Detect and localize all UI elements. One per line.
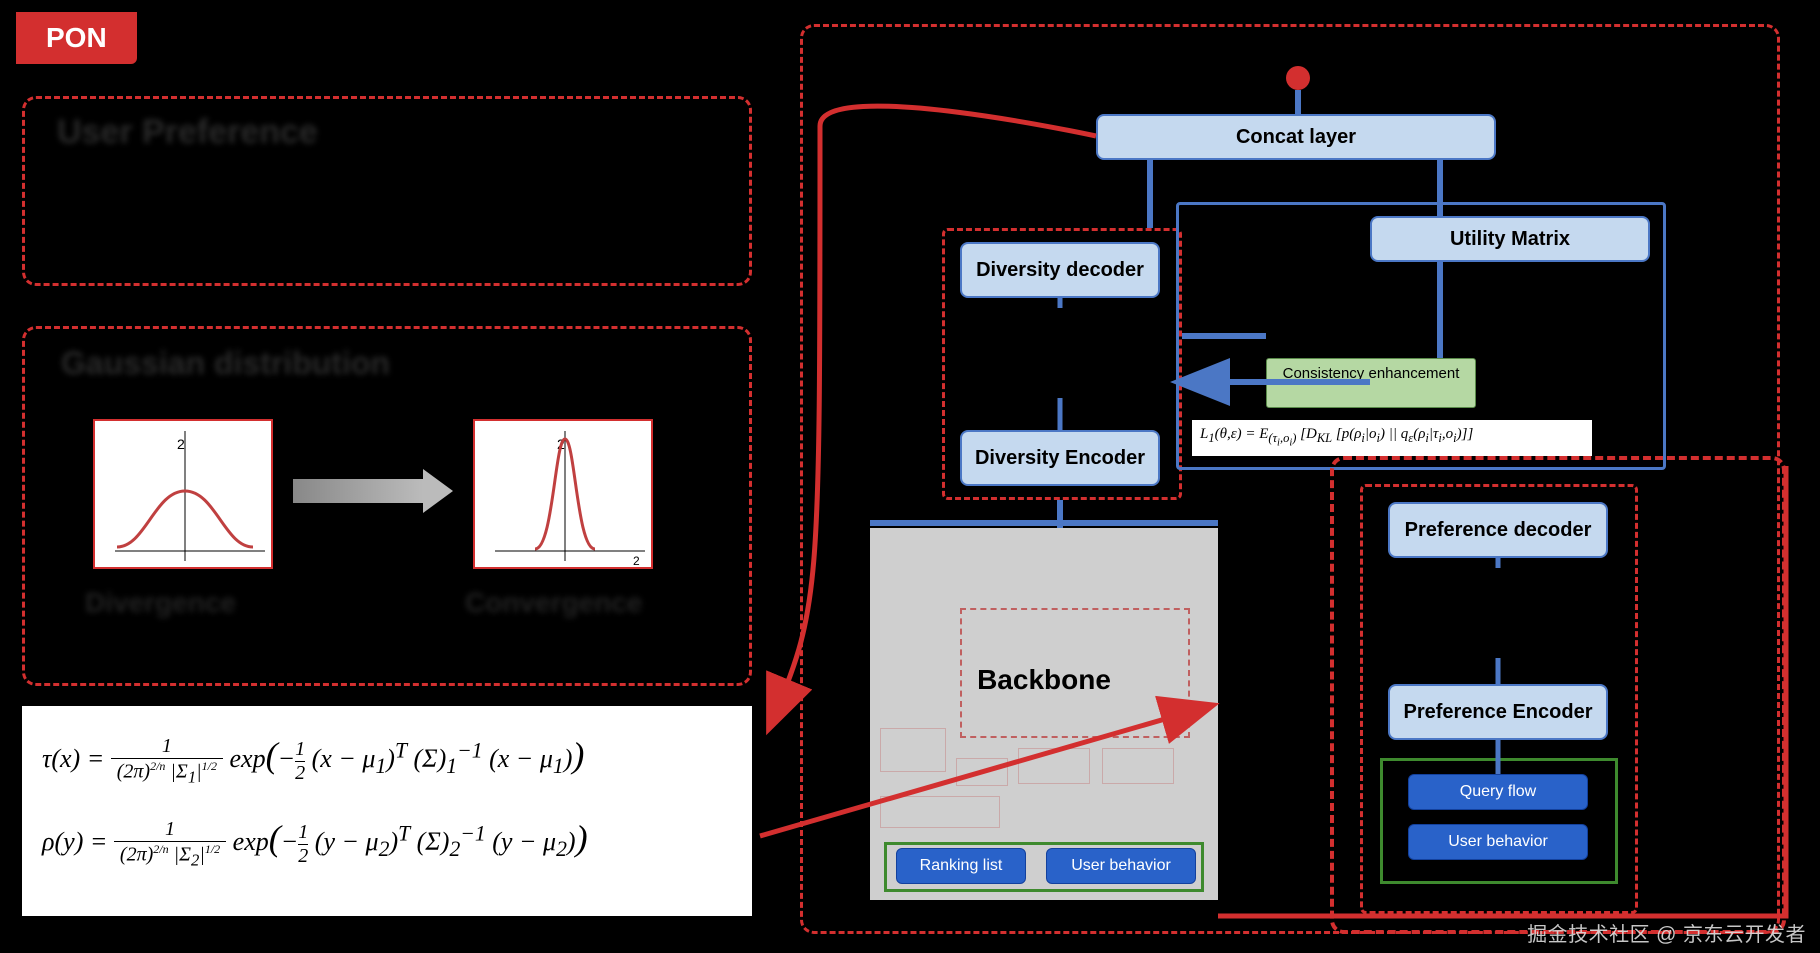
user-preference-heading: User Preference (57, 113, 318, 152)
watermark: 掘金技术社区 @ 京东云开发者 (1527, 918, 1806, 947)
divergence-label: Divergence (85, 587, 236, 619)
preference-outer-box (1330, 456, 1786, 934)
pon-tag: PON (16, 12, 137, 64)
output-dot-icon (1286, 66, 1310, 90)
concat-layer-node: Concat layer (1096, 114, 1496, 160)
svg-text:2: 2 (177, 436, 185, 452)
utility-group-border (1176, 202, 1666, 470)
user-behavior-btn-1: User behavior (1046, 848, 1196, 884)
gaussian-box: Gaussian distribution 2 2 2 Divergence C… (22, 326, 752, 686)
diversity-decoder-node: Diversity decoder (960, 242, 1160, 298)
user-preference-box: User Preference (22, 96, 752, 286)
backbone-label: Backbone (870, 664, 1218, 696)
svg-text:2: 2 (633, 554, 640, 568)
ranking-list-btn: Ranking list (896, 848, 1026, 884)
formula-panel: τ(x) = 1 (2π)2/n |Σ1|1/2 exp(−12 (x − μ1… (22, 706, 752, 916)
chart-divergence: 2 (93, 419, 273, 569)
chart-convergence: 2 2 (473, 419, 653, 569)
convergence-label: Convergence (465, 587, 642, 619)
gaussian-heading: Gaussian distribution (61, 345, 390, 382)
gradient-arrow (293, 469, 453, 513)
backbone-panel: Backbone Ranking list User behavior (870, 528, 1218, 900)
diversity-encoder-node: Diversity Encoder (960, 430, 1160, 486)
